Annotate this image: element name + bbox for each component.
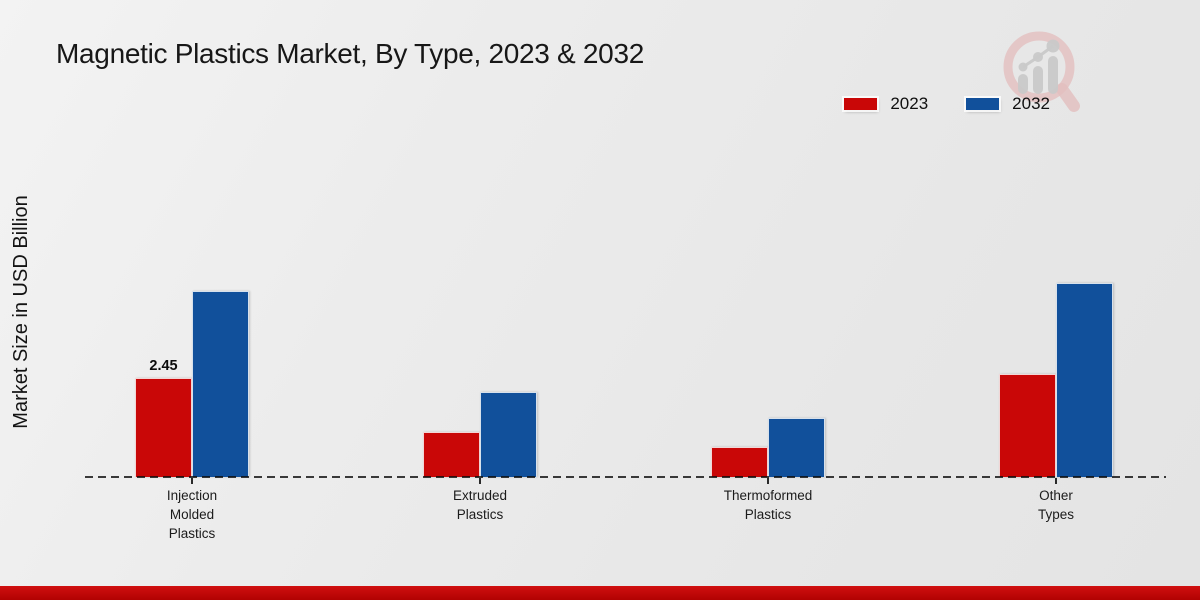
bar-2032-extruded-plastics bbox=[480, 392, 537, 477]
bar-2023-extruded-plastics bbox=[423, 432, 480, 477]
category-group-injection-molded-plastics: 2.45 Injection Molded Plastics bbox=[48, 0, 336, 541]
bar-2032-other-types bbox=[1056, 282, 1113, 477]
category-group-other-types: Other Types bbox=[912, 0, 1200, 522]
bar-2023-injection-molded-plastics: 2.45 bbox=[135, 358, 192, 477]
category-group-thermoformed-plastics: Thermoformed Plastics bbox=[624, 0, 912, 522]
legend: 2023 2032 bbox=[844, 94, 1050, 114]
x-tick-label-other-types: Other Types bbox=[1037, 488, 1075, 522]
legend-item-2023: 2023 bbox=[844, 94, 928, 114]
x-axis-tick bbox=[479, 478, 481, 484]
magnifier-chart-logo-icon bbox=[1003, 31, 1080, 112]
bottom-accent-bar bbox=[0, 586, 1200, 600]
x-tick-label-extruded-plastics: Extruded Plastics bbox=[452, 488, 508, 522]
bar-2032-injection-molded-plastics bbox=[192, 290, 249, 477]
bar-2023-thermoformed-plastics bbox=[711, 446, 768, 477]
legend-swatch-icon bbox=[844, 98, 878, 110]
y-axis-label: Market Size in USD Billion bbox=[10, 195, 32, 429]
x-tick-label-injection-molded-plastics: Injection Molded Plastics bbox=[166, 488, 218, 541]
x-axis-tick bbox=[1055, 478, 1057, 484]
legend-label: 2023 bbox=[890, 94, 929, 113]
bar-2032-thermoformed-plastics bbox=[768, 418, 825, 477]
plot-area: 2.45 Injection Molded Plastics Extruded Pl… bbox=[48, 0, 1200, 541]
legend-item-2032: 2032 bbox=[966, 94, 1050, 114]
x-axis-tick bbox=[191, 478, 193, 484]
x-axis-baseline bbox=[85, 476, 1166, 478]
legend-label: 2032 bbox=[1012, 94, 1050, 113]
category-group-extruded-plastics: Extruded Plastics bbox=[336, 0, 624, 522]
bar-value-label: 2.45 bbox=[149, 357, 178, 374]
x-axis-tick bbox=[767, 478, 769, 484]
page-title: Magnetic Plastics Market, By Type, 2023 … bbox=[56, 38, 644, 69]
legend-swatch-icon bbox=[966, 98, 1000, 110]
x-tick-label-thermoformed-plastics: Thermoformed Plastics bbox=[723, 488, 813, 522]
bar-2023-other-types bbox=[999, 373, 1056, 477]
